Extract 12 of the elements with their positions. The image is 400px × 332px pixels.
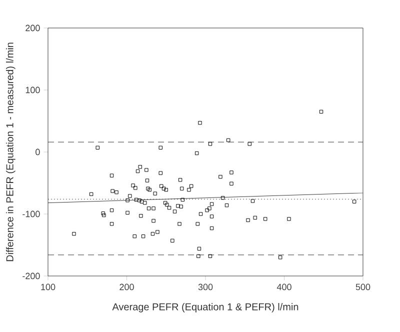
x-tick-label: 500 (356, 284, 370, 290)
x-tick-label: 100 (41, 284, 56, 290)
y-tick-label: -100 (22, 210, 40, 218)
x-axis-title: Average PEFR (Equation 1 & PEFR) l/min (112, 303, 298, 312)
x-tick-label: 400 (276, 284, 292, 290)
y-tick-label: -200 (22, 272, 40, 280)
y-tick-label: 200 (26, 24, 40, 32)
y-tick-label: 100 (26, 86, 40, 94)
x-tick-label: 300 (198, 284, 213, 290)
y-axis-title: Difference in PEFR (Equation 1 - measured) l/min (6, 42, 16, 262)
x-tick-label: 200 (120, 284, 134, 290)
y-tick-label: 0 (36, 148, 40, 156)
